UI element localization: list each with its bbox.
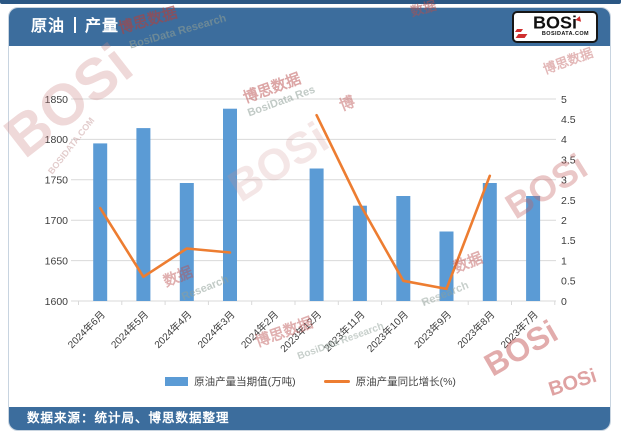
legend-item-bars: 原油产量当期值(万吨) bbox=[165, 374, 296, 389]
logo-red-slash-icon bbox=[515, 34, 528, 38]
bosi-logo: BOSi BOSIDATA.COM bbox=[512, 11, 598, 43]
chart-legend: 原油产量当期值(万吨) 原油产量同比增长(%) bbox=[0, 374, 621, 389]
title-separator bbox=[74, 17, 77, 33]
legend-bar-label: 原油产量当期值(万吨) bbox=[194, 376, 296, 388]
legend-item-line: 原油产量同比增长(%) bbox=[323, 374, 456, 389]
data-source-text: 数据来源：统计局、博思数据整理 bbox=[27, 411, 230, 425]
title-left: 原油 bbox=[31, 18, 66, 35]
logo-domain-text: BOSIDATA.COM bbox=[541, 31, 589, 37]
page-title: 原油 产量 bbox=[31, 8, 119, 46]
legend-bar-swatch bbox=[165, 377, 189, 386]
header-bar: 原油 产量 BOSi BOSIDATA.COM bbox=[9, 8, 610, 46]
title-right: 产量 bbox=[85, 18, 120, 35]
report-panel: 原油 产量 BOSi BOSIDATA.COM 数据来源：统计局、博思数据整理 bbox=[8, 7, 611, 431]
top-accent-strip bbox=[0, 0, 621, 4]
logo-wordmark: BOSi bbox=[532, 13, 577, 33]
legend-line-swatch bbox=[323, 380, 350, 383]
footer-bar: 数据来源：统计局、博思数据整理 bbox=[9, 407, 610, 430]
legend-line-label: 原油产量同比增长(%) bbox=[355, 376, 456, 388]
